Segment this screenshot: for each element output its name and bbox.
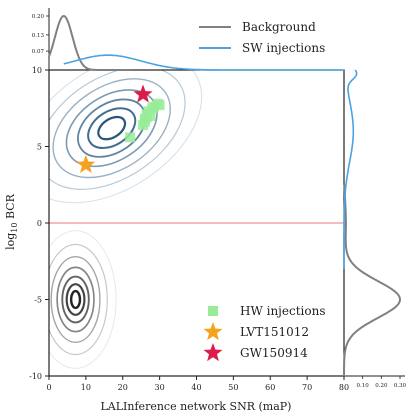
legend-label-sw-injections: SW injections <box>242 41 325 55</box>
background-contour <box>69 289 82 310</box>
background-top-marginal-curve <box>48 14 131 71</box>
x-tick-label: 30 <box>155 383 165 392</box>
y-axis-label-main: log <box>4 233 17 250</box>
sw-injection-right-marginal-curve <box>343 69 358 269</box>
legend-marker-gw150914 <box>203 343 223 362</box>
top-marginal-tick-label: 0.20 <box>32 14 45 20</box>
legend-marker-lvt151012 <box>203 322 223 341</box>
right-marginal-tick-label: 0.30 <box>394 383 407 389</box>
y-tick-label: -10 <box>29 372 42 381</box>
right-marginal-plot: 0.10 0.20 0.30 <box>343 69 407 389</box>
legend-label-lvt151012: LVT151012 <box>240 325 309 339</box>
sw-injection-contour <box>49 70 203 204</box>
legend-label-hw-injections: HW injections <box>240 304 326 318</box>
sw-injection-contour <box>49 70 186 190</box>
x-tick-label: 70 <box>302 383 312 392</box>
y-tick-label: -5 <box>34 296 42 305</box>
x-tick-label: 60 <box>265 383 275 392</box>
y-tick-label: 10 <box>32 66 42 75</box>
hw-injection-point <box>141 112 152 123</box>
background-contour <box>65 283 86 316</box>
marginal-legend: Background SW injections <box>199 20 325 55</box>
background-contour <box>49 243 108 356</box>
hw-injection-point <box>125 132 136 143</box>
right-marginal-tick-label: 0.10 <box>357 383 370 389</box>
point-legend: HW injections LVT151012 GW150914 <box>203 304 326 362</box>
y-axis-label-subscript: 10 <box>10 223 19 233</box>
sw-injection-top-marginal-curve <box>63 54 344 71</box>
y-axis-label: log10 BCR <box>4 193 19 250</box>
legend-label-background: Background <box>242 20 316 34</box>
x-axis-label: LALInference network SNR (maP) <box>101 400 292 413</box>
x-tick-label: 50 <box>228 383 238 392</box>
background-contour <box>56 266 95 333</box>
top-marginal-tick-label: 0.13 <box>32 33 45 39</box>
x-tick-label: 80 <box>339 383 349 392</box>
background-contour <box>50 255 101 344</box>
sw-injection-contour <box>97 115 127 141</box>
legend-marker-hw-injections <box>208 306 218 316</box>
y-tick-label: 5 <box>37 143 42 152</box>
lvt151012-point <box>76 154 96 173</box>
hw-injection-point <box>154 100 165 111</box>
sw-injection-contour <box>52 78 171 179</box>
top-marginal-plot: 0.07 0.13 0.20 <box>32 8 344 71</box>
y-tick-label: 0 <box>37 219 42 228</box>
background-right-marginal-curve <box>343 184 402 376</box>
sw-injection-contour <box>65 89 158 168</box>
gw150914-point <box>133 84 153 103</box>
x-tick-label: 40 <box>191 383 201 392</box>
top-marginal-tick-label: 0.07 <box>32 49 45 55</box>
right-marginal-tick-label: 0.20 <box>375 383 388 389</box>
sw-injection-contour <box>77 98 147 158</box>
legend-label-gw150914: GW150914 <box>240 346 308 360</box>
background-contour <box>61 275 90 324</box>
density-contours <box>49 70 203 369</box>
background-contour <box>49 230 117 369</box>
x-tick-label: 0 <box>46 383 51 392</box>
y-axis-label-rest: BCR <box>4 193 17 222</box>
x-tick-label: 10 <box>81 383 91 392</box>
sw-injection-contour <box>87 107 137 150</box>
main-scatter-plot: 0 10 20 30 40 50 60 70 80 -10 -5 0 5 10 <box>29 66 349 392</box>
x-tick-label: 20 <box>118 383 128 392</box>
